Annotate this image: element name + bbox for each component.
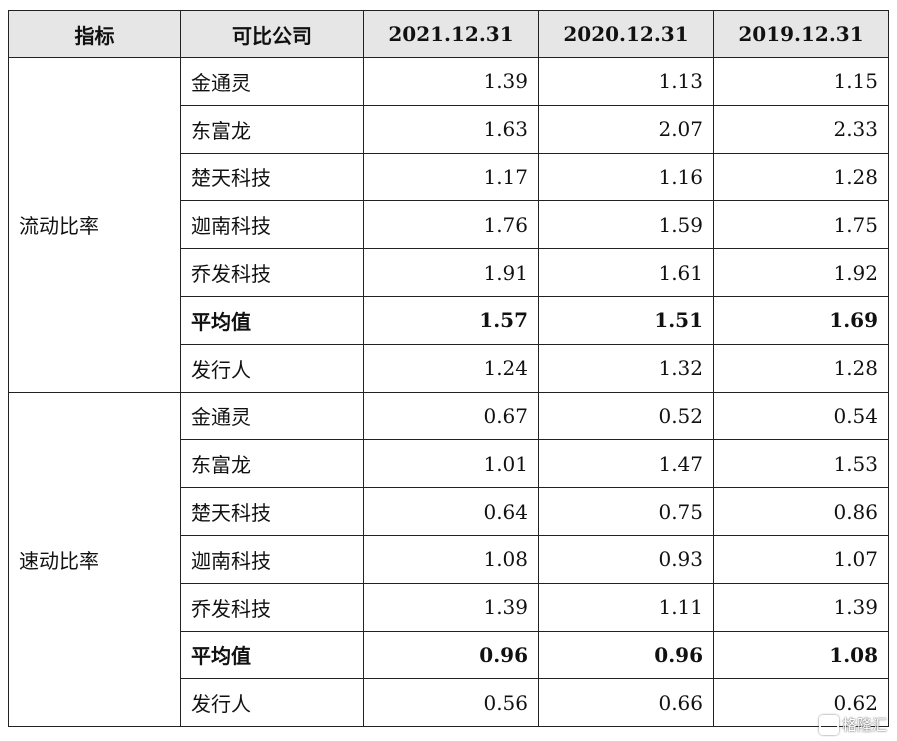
value-2020-cell: 0.75: [538, 487, 714, 536]
company-cell: 迦南科技: [180, 534, 364, 584]
value-2019-cell: 0.54: [713, 391, 889, 441]
value-2020-cell: 1.16: [538, 152, 714, 202]
header-indicator: 指标: [8, 10, 181, 58]
value-2021-cell: 1.17: [363, 152, 539, 202]
value-2020-cell: 1.61: [538, 248, 714, 297]
company-cell: 东富龙: [180, 439, 364, 489]
value-2021-cell: 0.67: [363, 391, 539, 441]
value-2020-cell: 0.96: [538, 630, 714, 680]
company-cell: 乔发科技: [180, 582, 364, 632]
company-cell: 平均值: [180, 630, 364, 680]
value-2021-cell: 1.08: [363, 534, 539, 584]
value-2020-cell: 1.13: [538, 57, 714, 106]
header-2020: 2020.12.31: [538, 10, 714, 58]
value-2021-cell: 1.57: [363, 295, 539, 345]
table-row: 乔发科技 1.39 1.11 1.39: [9, 582, 889, 632]
table-container: 指标 可比公司 2021.12.31 2020.12.31 2019.12.31…: [8, 10, 889, 728]
table-row: 迦南科技 1.08 0.93 1.07: [9, 534, 889, 584]
value-2021-cell: 0.64: [363, 487, 539, 536]
company-cell: 金通灵: [180, 57, 364, 106]
value-2019-cell: 1.15: [713, 57, 889, 106]
table-row: 速动比率 金通灵 0.67 0.52 0.54: [8, 391, 889, 728]
value-2019-cell: 1.39: [713, 582, 889, 632]
value-2021-cell: 0.56: [363, 678, 539, 728]
value-2020-cell: 1.59: [538, 200, 714, 250]
ratio-comparison-table: 指标 可比公司 2021.12.31 2020.12.31 2019.12.31…: [8, 10, 889, 728]
table-row: 发行人 1.24 1.32 1.28: [9, 343, 889, 393]
value-2020-cell: 2.07: [538, 104, 714, 154]
company-cell: 金通灵: [180, 391, 364, 441]
company-cell: 楚天科技: [180, 152, 364, 202]
company-cell: 乔发科技: [180, 248, 364, 297]
value-2021-cell: 1.24: [363, 343, 539, 393]
value-2019-cell: 2.33: [713, 104, 889, 154]
value-2019-cell: 1.53: [713, 439, 889, 489]
table-row: 平均值 0.96 0.96 1.08: [9, 630, 889, 680]
header-2021: 2021.12.31: [363, 10, 539, 58]
company-cell: 东富龙: [180, 104, 364, 154]
indicator-cell: 速动比率: [8, 391, 181, 728]
value-2021-cell: 1.39: [363, 582, 539, 632]
value-2021-cell: 1.76: [363, 200, 539, 250]
value-2021-cell: 1.63: [363, 104, 539, 154]
value-2020-cell: 0.66: [538, 678, 714, 728]
gelonghui-logo-icon: [818, 714, 839, 735]
value-2021-cell: 1.39: [363, 57, 539, 106]
value-2019-cell: 0.62: [713, 678, 889, 728]
value-2019-cell: 1.69: [713, 295, 889, 345]
watermark-text: 格隆汇: [841, 716, 887, 734]
value-2021-cell: 0.96: [363, 630, 539, 680]
company-cell: 发行人: [180, 678, 364, 728]
value-2019-cell: 1.28: [713, 343, 889, 393]
table-row: 发行人 0.56 0.66 0.62: [9, 678, 889, 728]
value-2021-cell: 1.91: [363, 248, 539, 297]
table-row: 东富龙 1.01 1.47 1.53: [9, 439, 889, 489]
table-header-row: 指标 可比公司 2021.12.31 2020.12.31 2019.12.31: [8, 10, 889, 58]
value-2020-cell: 0.93: [538, 534, 714, 584]
table-row: 乔发科技 1.91 1.61 1.92: [9, 248, 889, 297]
value-2020-cell: 1.11: [538, 582, 714, 632]
value-2019-cell: 1.08: [713, 630, 889, 680]
table-row: 平均值 1.57 1.51 1.69: [9, 295, 889, 345]
value-2019-cell: 1.92: [713, 248, 889, 297]
value-2020-cell: 0.52: [538, 391, 714, 441]
value-2019-cell: 1.28: [713, 152, 889, 202]
watermark: 格隆汇: [818, 714, 887, 735]
header-2019: 2019.12.31: [713, 10, 889, 58]
header-company: 可比公司: [180, 10, 364, 58]
value-2020-cell: 1.32: [538, 343, 714, 393]
value-2019-cell: 1.75: [713, 200, 889, 250]
indicator-cell: 流动比率: [8, 57, 181, 393]
company-cell: 楚天科技: [180, 487, 364, 536]
value-2020-cell: 1.47: [538, 439, 714, 489]
table-row: 流动比率 金通灵 1.39 1.13 1.15: [8, 57, 889, 393]
value-2021-cell: 1.01: [363, 439, 539, 489]
company-cell: 发行人: [180, 343, 364, 393]
table-row: 迦南科技 1.76 1.59 1.75: [9, 200, 889, 250]
company-cell: 迦南科技: [180, 200, 364, 250]
value-2019-cell: 1.07: [713, 534, 889, 584]
value-2019-cell: 0.86: [713, 487, 889, 536]
value-2020-cell: 1.51: [538, 295, 714, 345]
company-cell: 平均值: [180, 295, 364, 345]
table-body: 流动比率 金通灵 1.39 1.13 1.15 东富龙 1.63 2.07 2.33 楚天科技 1.…: [8, 57, 889, 728]
